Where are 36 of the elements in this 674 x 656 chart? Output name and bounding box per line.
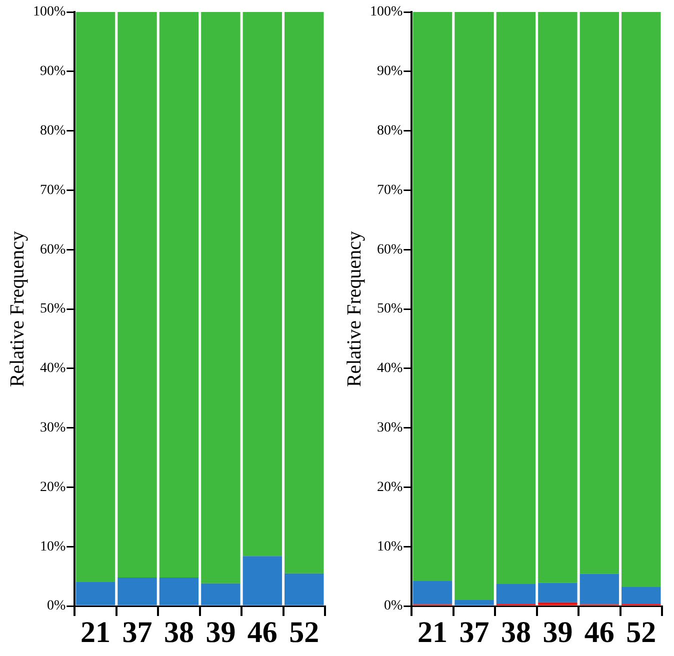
- y-tick-label: 50%: [40, 302, 66, 317]
- y-tick-label: 80%: [376, 123, 403, 138]
- y-tick-label: 0%: [46, 598, 66, 614]
- x-tick-label: 21: [80, 616, 111, 649]
- y-tick-label: 70%: [376, 182, 403, 198]
- y-tick-label: 0%: [384, 598, 403, 614]
- x-tick-label: 37: [122, 616, 152, 649]
- x-tick-label: 38: [164, 616, 194, 649]
- y-tick-label: 90%: [376, 64, 403, 80]
- y-tick-label: 40%: [376, 361, 403, 376]
- x-tick-label: 38: [500, 616, 531, 649]
- x-tick-label: 39: [206, 616, 236, 649]
- x-tick-label: 39: [542, 616, 573, 649]
- y-tick-label: 20%: [40, 480, 66, 495]
- y-tick-label: 30%: [376, 420, 403, 436]
- y-tick-label: 40%: [40, 361, 66, 376]
- y-tick-label: 30%: [40, 420, 66, 436]
- x-tick-label: 21: [418, 616, 448, 649]
- y-tick-label: 60%: [376, 242, 403, 258]
- y-tick-label: 70%: [40, 182, 66, 198]
- x-tick-label: 46: [247, 616, 278, 649]
- x-tick-label: 52: [289, 616, 320, 649]
- y-tick-label: 20%: [376, 480, 403, 495]
- y-tick-label: 100%: [370, 4, 403, 20]
- y-axis-title: Relative Frequency: [6, 230, 28, 388]
- y-axis-title: Relative Frequency: [343, 230, 366, 388]
- y-tick-label: 60%: [40, 242, 66, 258]
- x-tick-label: 46: [584, 616, 614, 649]
- y-tick-label: 10%: [376, 539, 403, 554]
- y-tick-label: 90%: [40, 64, 66, 80]
- x-tick-label: 52: [626, 616, 656, 649]
- y-tick-label: 100%: [32, 4, 66, 20]
- x-tick-label: 37: [459, 616, 490, 649]
- y-tick-label: 10%: [40, 539, 66, 554]
- y-tick-label: 50%: [376, 302, 403, 317]
- y-tick-label: 80%: [40, 123, 66, 138]
